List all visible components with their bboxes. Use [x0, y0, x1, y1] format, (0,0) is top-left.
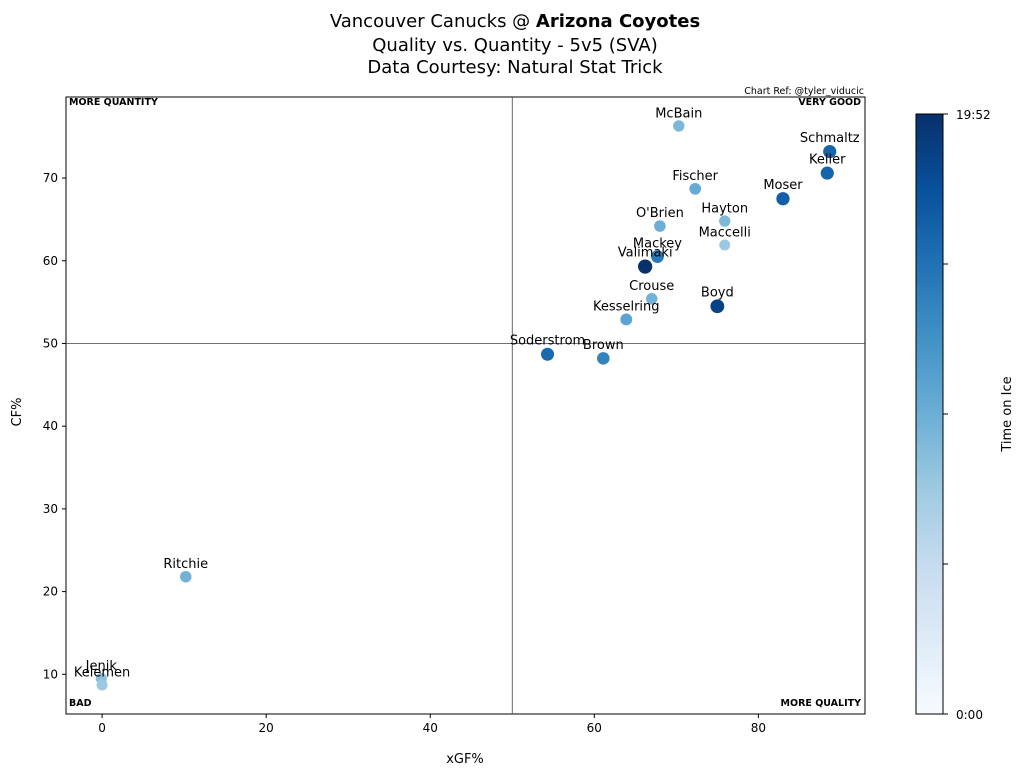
- chart-title-line2: Quality vs. Quantity - 5v5 (SVA): [372, 35, 657, 56]
- x-axis-ticks: 0 20 40 60 80: [98, 714, 766, 735]
- point-label: O'Brien: [636, 206, 684, 221]
- quadrant-label-top-right: VERY GOOD: [798, 97, 861, 108]
- point-label: Jenik: [85, 659, 118, 674]
- point-label: Crouse: [629, 279, 674, 294]
- point-label: Valimaki: [618, 245, 673, 260]
- data-point: [597, 352, 610, 365]
- data-point: [689, 182, 702, 195]
- data-points: [95, 120, 837, 691]
- data-point: [710, 299, 725, 314]
- point-label: Schmaltz: [800, 131, 860, 146]
- data-point: [673, 120, 685, 132]
- x-tick-label: 40: [423, 721, 438, 735]
- y-axis-ticks: 10 20 30 40 50 60 70: [43, 171, 66, 681]
- data-point: [719, 239, 731, 251]
- quadrant-label-bottom-left: BAD: [69, 698, 92, 709]
- data-point: [654, 220, 666, 232]
- point-label: McBain: [655, 106, 702, 121]
- x-tick-label: 20: [259, 721, 274, 735]
- plot-area: 0 20 40 60 80 10 20 30 40 50 60 70 McBain Schmaltz K…: [43, 96, 866, 735]
- point-labels: McBain Schmaltz Keller Fischer Moser Hayton O'…: [74, 106, 860, 680]
- quadrant-label-bottom-right: MORE QUALITY: [781, 698, 862, 709]
- point-label: Fischer: [672, 169, 718, 184]
- y-axis-label: CF%: [10, 398, 25, 427]
- point-label: Keller: [809, 153, 846, 168]
- colorbar-min-label: 0:00: [956, 708, 983, 722]
- data-point: [719, 215, 731, 227]
- point-label: Mackey: [633, 236, 682, 251]
- y-tick-label: 40: [43, 419, 58, 433]
- chart-credit: Chart Ref: @tyler_viducic: [744, 86, 864, 97]
- data-point: [638, 259, 653, 274]
- point-label: Kelemen: [74, 666, 130, 681]
- data-point: [651, 250, 664, 263]
- data-point: [96, 679, 108, 691]
- point-label: Maccelli: [699, 226, 751, 241]
- colorbar-ticks: [943, 113, 948, 715]
- y-tick-label: 50: [43, 336, 58, 350]
- x-tick-label: 0: [98, 721, 106, 735]
- colorbar-gradient: [915, 113, 944, 715]
- reference-lines: [66, 97, 865, 714]
- x-tick-label: 80: [751, 721, 766, 735]
- colorbar-max-label: 19:52: [956, 108, 991, 122]
- chart-title-line3: Data Courtesy: Natural Stat Trick: [367, 57, 663, 78]
- point-label: Ritchie: [163, 557, 208, 572]
- point-label: Soderstrom: [510, 334, 585, 349]
- colorbar-label: Time on Ice: [1000, 376, 1015, 452]
- point-label: Boyd: [701, 285, 734, 300]
- quadrant-label-top-left: MORE QUANTITY: [69, 97, 158, 108]
- y-tick-label: 30: [43, 502, 58, 516]
- y-tick-label: 70: [43, 171, 58, 185]
- point-label: Hayton: [701, 201, 748, 216]
- y-tick-label: 10: [43, 667, 58, 681]
- x-axis-label: xGF%: [446, 752, 484, 767]
- data-point: [620, 313, 633, 326]
- plot-frame: [65, 96, 866, 715]
- y-tick-label: 60: [43, 254, 58, 268]
- y-tick-label: 20: [43, 585, 58, 599]
- data-point: [180, 570, 192, 583]
- data-point: [823, 145, 837, 159]
- data-point: [820, 166, 834, 180]
- data-point: [776, 192, 790, 206]
- point-label: Kesselring: [593, 300, 659, 315]
- data-point: [645, 293, 658, 305]
- colorbar: 19:52 0:00 Time on Ice: [915, 108, 1015, 722]
- point-label: Moser: [763, 178, 803, 193]
- chart-title-line1: Vancouver Canucks @ Arizona Coyotes: [330, 11, 700, 32]
- point-label: Brown: [583, 338, 624, 353]
- data-point: [541, 347, 555, 361]
- x-tick-label: 60: [587, 721, 602, 735]
